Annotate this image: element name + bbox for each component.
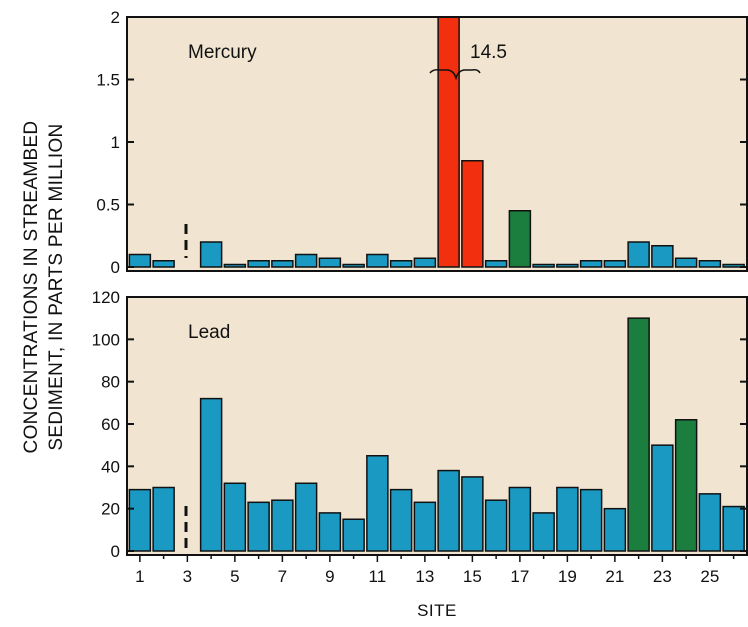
lead-bar-site-24 — [674, 419, 698, 552]
lead-bar-site-25 — [698, 493, 722, 552]
lead-bar-site-12 — [389, 488, 413, 552]
lead-bar-site-26 — [722, 505, 745, 552]
lead-bar-site-19 — [556, 486, 579, 552]
x-tick-label: 9 — [325, 567, 334, 586]
lead-y-tick-label: 0 — [111, 542, 120, 561]
mercury-bar-site-19 — [556, 263, 579, 268]
lead-bar-site-6 — [247, 501, 270, 552]
lead-bar-site-14 — [437, 469, 460, 552]
lead-panel-frame — [126, 296, 748, 556]
mercury-bar-site-24 — [674, 257, 698, 268]
mercury-y-tick-label: 1 — [111, 133, 120, 152]
mercury-bar-site-25 — [698, 260, 722, 268]
mercury-bar-site-13 — [413, 257, 437, 268]
x-tick-label: 13 — [415, 567, 434, 586]
lead-bar-site-18 — [532, 512, 555, 552]
mercury-bar-site-9 — [318, 257, 342, 268]
mercury-bar-site-18 — [532, 263, 555, 268]
lead-y-tick-label: 20 — [101, 500, 120, 519]
x-tick-label: 7 — [278, 567, 287, 586]
lead-bar-site-5 — [223, 482, 247, 552]
mercury-bar-site-5 — [223, 263, 247, 268]
lead-bar-site-2 — [152, 486, 175, 552]
x-axis: 1 3 5 7 9 11 13 15 17 19 21 23 25 — [135, 555, 735, 586]
x-tick-label: 23 — [653, 567, 672, 586]
x-tick-label: 11 — [369, 567, 387, 586]
mercury-bar-site-21 — [603, 260, 627, 268]
mercury-bar-site-26 — [722, 263, 745, 268]
mercury-bar-site-10 — [342, 263, 365, 268]
mercury-panel-frame — [126, 16, 748, 272]
mercury-value-annotation: 14.5 — [470, 42, 507, 63]
mercury-bar-site-4 — [199, 241, 223, 268]
lead-bar-site-10 — [342, 518, 365, 552]
mercury-bar-site-11 — [366, 253, 389, 268]
x-tick-label: 3 — [183, 567, 192, 586]
x-tick-label: 1 — [135, 567, 144, 586]
lead-panel: 0 20 40 60 80 100 120 Lead — [92, 288, 748, 561]
mercury-y-tick-label: 0.5 — [96, 196, 120, 215]
x-tick-label: 21 — [605, 567, 624, 586]
mercury-y-tick-label: 2 — [111, 8, 120, 27]
lead-bar-site-13 — [413, 501, 437, 552]
mercury-panel-label: Mercury — [188, 42, 257, 63]
lead-y-tick-label: 60 — [101, 415, 120, 434]
mercury-bar-site-14 — [437, 16, 460, 268]
x-tick-label: 25 — [700, 567, 719, 586]
mercury-bar-site-8 — [294, 253, 318, 268]
lead-y-tick-label: 40 — [101, 457, 120, 476]
mercury-y-tick-label: 1.5 — [96, 71, 120, 90]
mercury-bar-site-20 — [579, 260, 603, 268]
lead-bar-site-17 — [508, 486, 532, 552]
mercury-bar-site-12 — [389, 260, 413, 268]
lead-bar-site-15 — [461, 476, 484, 552]
mercury-bar-site-16 — [484, 260, 508, 268]
lead-bar-site-1 — [128, 488, 152, 552]
lead-bar-site-16 — [484, 499, 508, 552]
mercury-y-tick-label: 0 — [111, 258, 120, 277]
mercury-bar-site-6 — [247, 260, 270, 268]
x-axis-title: SITE — [417, 601, 457, 620]
lead-bar-site-20 — [579, 488, 603, 552]
axis-break-mark — [429, 69, 481, 81]
x-tick-label: 15 — [463, 567, 482, 586]
mercury-bar-site-15 — [461, 160, 484, 268]
mercury-bar-site-1 — [128, 253, 152, 268]
lead-bar-site-23 — [651, 444, 674, 552]
y-axis-title-line2: SEDIMENT, IN PARTS PER MILLION — [46, 123, 67, 450]
lead-bar-site-21 — [603, 507, 627, 552]
mercury-bar-site-2 — [152, 260, 175, 268]
lead-bar-site-4 — [199, 397, 223, 552]
x-tick-label: 19 — [558, 567, 577, 586]
lead-bar-site-9 — [318, 512, 342, 552]
mercury-panel-background — [127, 17, 747, 271]
lead-bar-site-22 — [627, 317, 650, 552]
lead-bar-site-8 — [294, 482, 318, 552]
mercury-bar-site-7 — [271, 260, 294, 268]
mercury-bar-site-17 — [508, 210, 532, 268]
lead-bar-site-11 — [366, 455, 389, 552]
mercury-panel: 0 0.5 1 1.5 2 Mercury 14.5 — [96, 8, 748, 277]
lead-panel-label: Lead — [188, 322, 230, 343]
lead-y-tick-label: 80 — [101, 373, 120, 392]
x-tick-label: 5 — [230, 567, 239, 586]
lead-bar-site-7 — [271, 499, 294, 552]
lead-y-tick-label: 120 — [92, 288, 120, 307]
mercury-bar-site-22 — [627, 241, 650, 268]
lead-y-tick-label: 100 — [92, 330, 120, 349]
y-axis-title-line1: CONCENTRATIONS IN STREAMBED — [21, 121, 42, 454]
mercury-bar-site-23 — [651, 245, 674, 268]
x-tick-label: 17 — [510, 567, 529, 586]
